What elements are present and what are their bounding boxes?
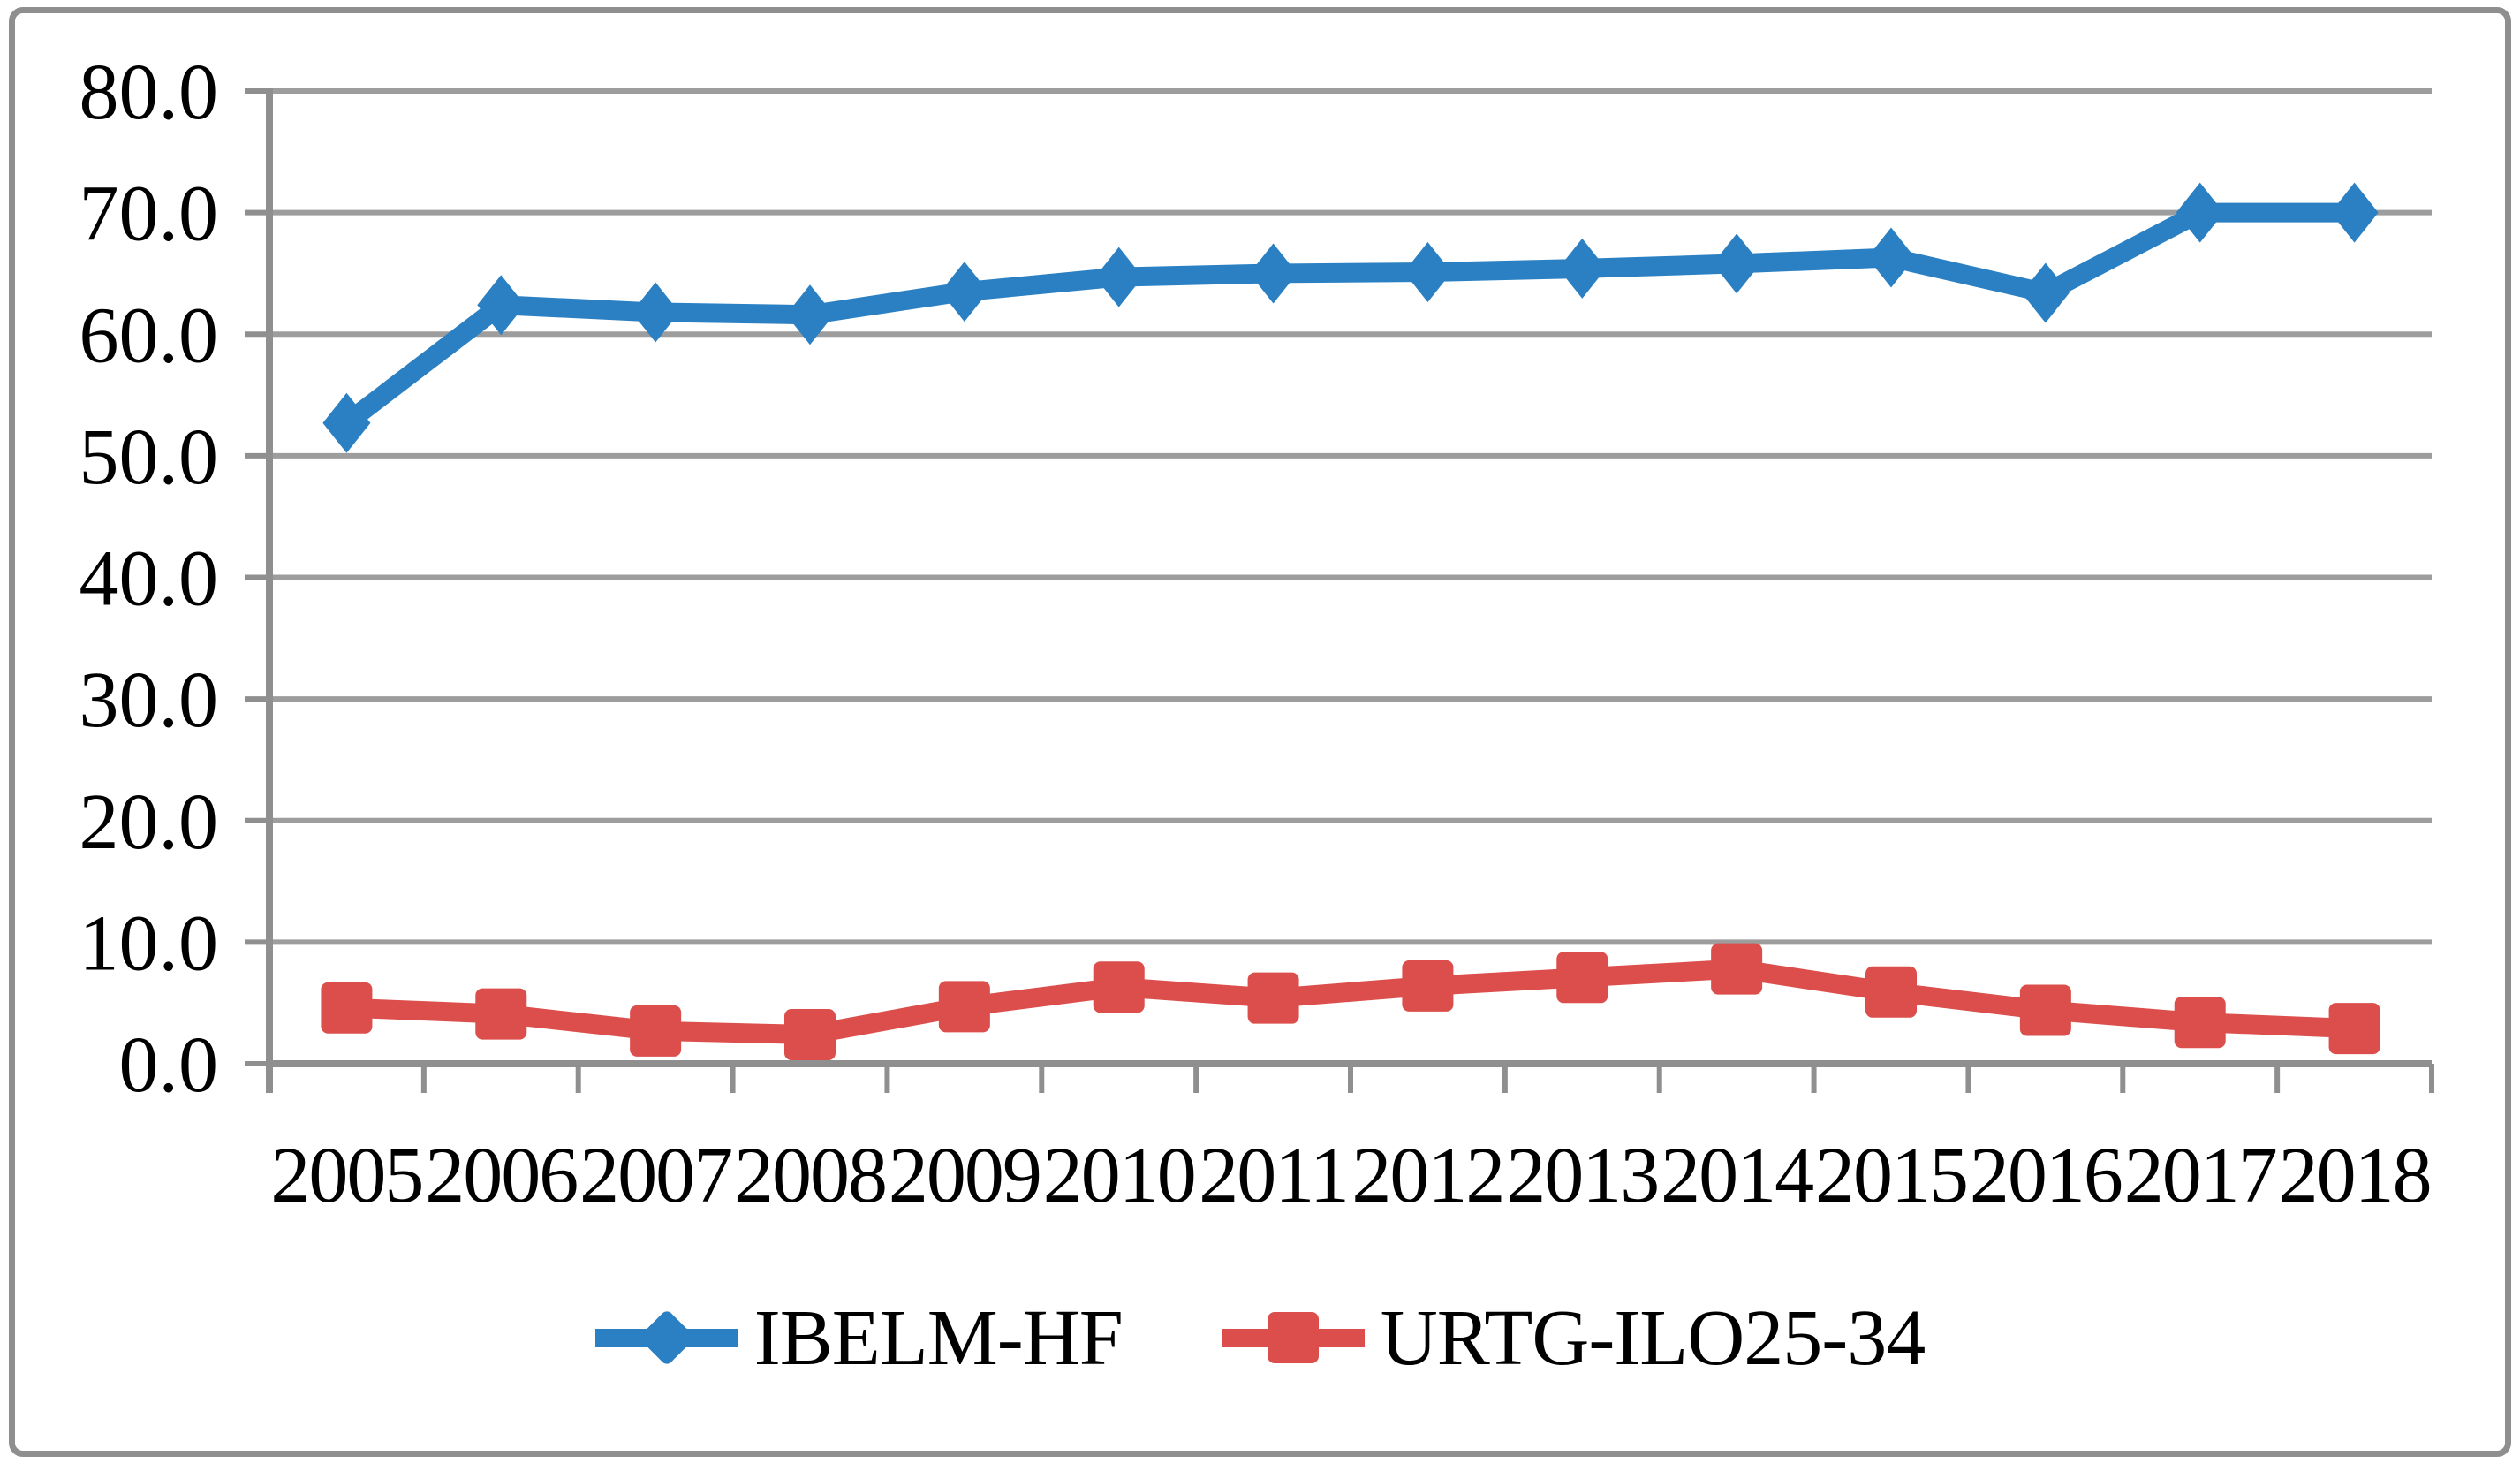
- data-point-diamond: [1558, 238, 1607, 299]
- x-tick-label: 2016: [1970, 1132, 2122, 1219]
- y-gridlines: [269, 88, 2432, 945]
- x-tick-label: 2017: [2124, 1132, 2276, 1219]
- data-point-square: [938, 981, 990, 1033]
- series-urtg-ilo25-34: [321, 943, 2380, 1060]
- data-point-diamond: [1249, 243, 1298, 304]
- blue-line-legend-marker: [594, 1308, 738, 1367]
- x-tick-label: 2008: [734, 1132, 886, 1219]
- data-point-diamond: [632, 282, 680, 343]
- data-point-diamond: [1094, 247, 1143, 307]
- y-tick-label: 30.0: [79, 656, 219, 744]
- series-ibelm-hf: [322, 182, 2379, 453]
- data-point-square: [1093, 961, 1145, 1013]
- data-point-square: [2328, 1003, 2380, 1055]
- x-tick-label: 2005: [270, 1132, 422, 1219]
- x-tick-label: 2013: [1506, 1132, 1658, 1219]
- series-line: [345, 959, 2356, 1044]
- data-point-square: [1556, 952, 1608, 1004]
- data-point-diamond: [940, 262, 988, 322]
- data-point-diamond: [2021, 262, 2070, 323]
- legend-item-ibelm-hf: IBELM-HF: [594, 1293, 1124, 1384]
- data-point-diamond: [1867, 227, 1915, 288]
- x-tick-label: 2011: [1199, 1132, 1348, 1219]
- legend-label-ibelm-hf: IBELM-HF: [753, 1293, 1124, 1382]
- legend: IBELM-HF URTG-ILO25-34: [0, 1279, 2520, 1396]
- data-point-square: [475, 988, 527, 1040]
- data-point-square: [1402, 960, 1454, 1012]
- x-tick-label: 2018: [2279, 1132, 2431, 1219]
- series-line: [340, 202, 2355, 431]
- data-point-square: [1247, 972, 1299, 1024]
- data-point-square: [2174, 997, 2226, 1049]
- data-point-diamond: [1404, 242, 1452, 303]
- y-tick-label: 20.0: [79, 778, 219, 866]
- y-tick-label: 60.0: [79, 292, 219, 379]
- data-point-diamond: [1713, 233, 1761, 294]
- y-tick-label: 80.0: [79, 49, 219, 136]
- red-line-legend-marker: [1221, 1312, 1365, 1363]
- x-tick-label: 2007: [579, 1132, 731, 1219]
- legend-item-urtg-ilo25-34: URTG-ILO25-34: [1221, 1293, 1926, 1384]
- y-tick-label: 70.0: [79, 171, 219, 258]
- data-point-square: [2019, 984, 2071, 1036]
- x-tick-label: 2010: [1043, 1132, 1195, 1219]
- x-tick-label: 2009: [889, 1132, 1041, 1219]
- y-tick-label: 10.0: [79, 899, 219, 987]
- legend-label-urtg-ilo25-34: URTG-ILO25-34: [1380, 1293, 1926, 1382]
- x-tick-labels: 2005 2006 2007 2008 2009 2010 2011 2012 2013 2014…: [270, 1132, 2432, 1219]
- y-tick-label: 0.0: [119, 1021, 219, 1109]
- data-point-square: [1865, 966, 1917, 1018]
- data-point-diamond: [477, 275, 526, 336]
- data-point-diamond: [2330, 182, 2379, 243]
- data-series: [321, 182, 2380, 1060]
- data-point-square: [630, 1005, 682, 1057]
- data-point-diamond: [2176, 182, 2224, 243]
- data-point-square: [784, 1008, 836, 1060]
- data-point-square: [321, 982, 373, 1034]
- red-square-icon: [1267, 1312, 1319, 1363]
- y-tick-labels: 0.0 10.0 20.0 30.0 40.0 50.0 60.0 70.0 80.0: [79, 49, 219, 1109]
- x-tick-label: 2012: [1351, 1132, 1503, 1219]
- data-point-diamond: [322, 392, 371, 453]
- y-tick-label: 50.0: [79, 413, 219, 501]
- data-point-diamond: [786, 284, 834, 345]
- y-tick-label: 40.0: [79, 535, 219, 623]
- x-tick-label: 2006: [425, 1132, 577, 1219]
- x-tick-label: 2014: [1661, 1132, 1813, 1219]
- blue-diamond-icon: [638, 1308, 696, 1367]
- axes: [245, 88, 2434, 1093]
- data-point-square: [1711, 943, 1763, 995]
- x-tick-label: 2015: [1815, 1132, 1967, 1219]
